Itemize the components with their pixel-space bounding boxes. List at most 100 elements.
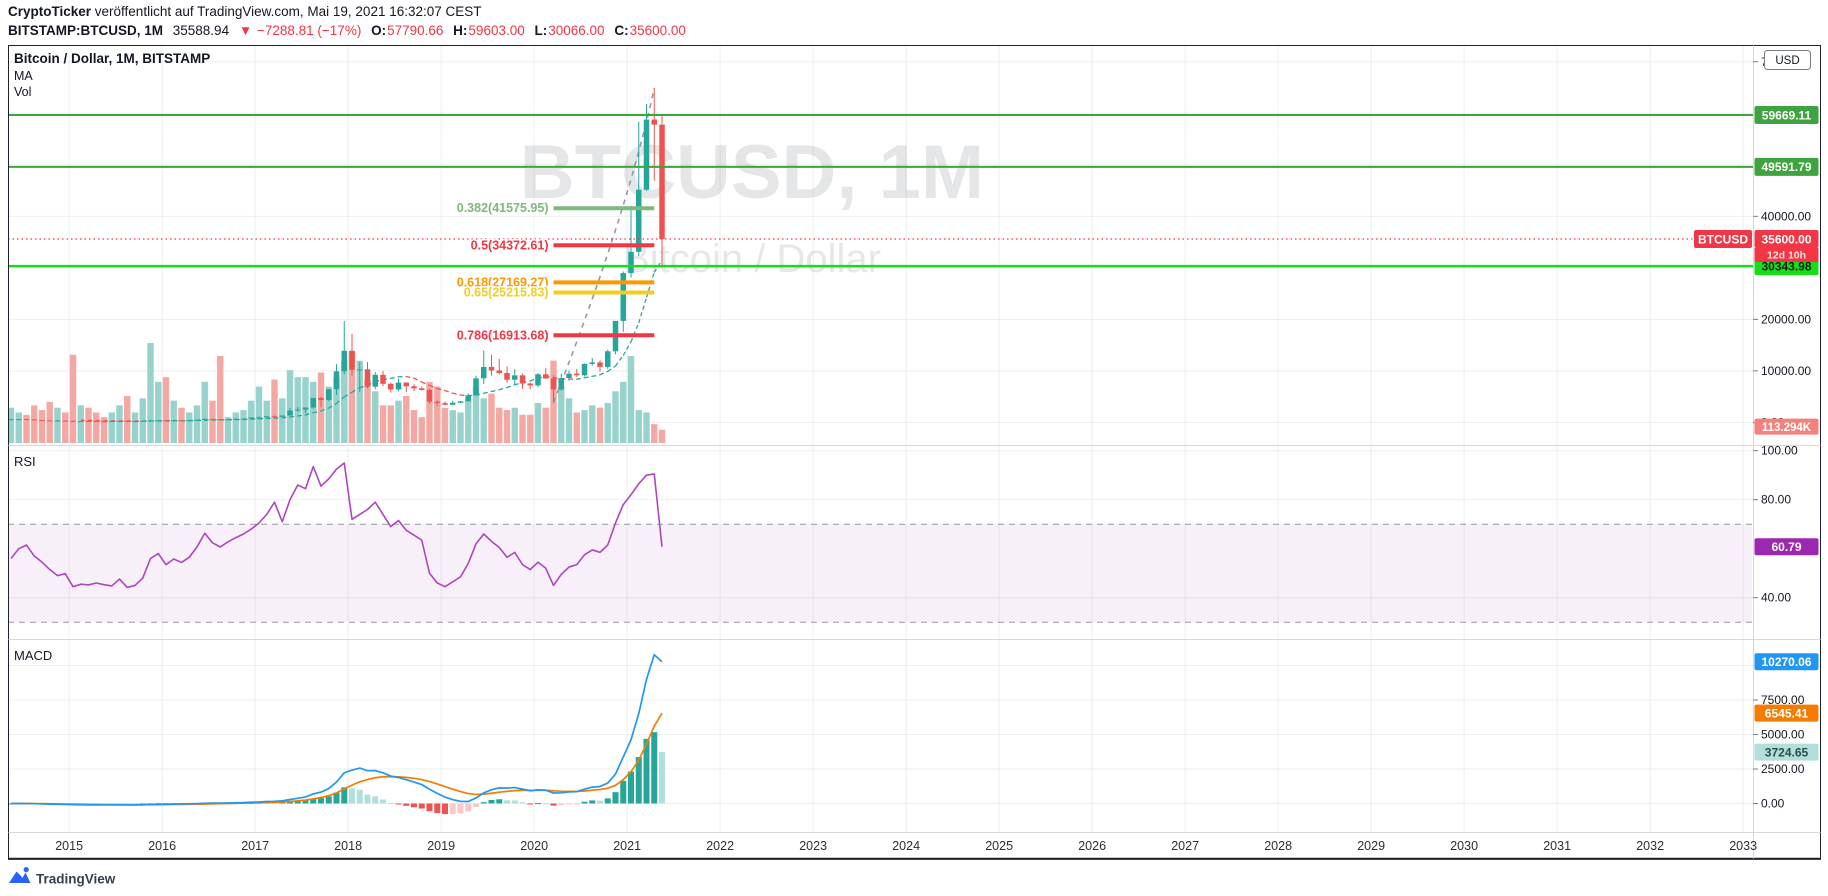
volume-bar [209,400,216,443]
price-axis[interactable] [1753,45,1820,832]
ma-line-segment [584,375,593,379]
ma-line-segment [553,376,562,380]
currency-chip-label: USD [1775,55,1799,67]
year-label: 2022 [706,839,734,853]
macd-histogram-bar [403,803,410,806]
currency-chip[interactable]: USD [1764,50,1811,70]
rsi-badge-bg [1754,538,1819,556]
year-label: 2033 [1729,839,1757,853]
volume-bar [193,405,201,443]
price-level-badge-bg [1754,105,1819,124]
candle-body [465,395,471,402]
ma-line-segment [483,390,492,394]
price-tick-label: 10000.00 [1761,364,1811,378]
year-label: 2031 [1543,839,1571,853]
year-label: 2016 [148,839,176,853]
bar-countdown: 12d 10h [1767,249,1806,261]
legend-ma[interactable]: MA [14,69,33,83]
logo-mountain2-icon [19,872,31,883]
volume-bar [604,403,611,443]
candle-body [240,418,247,420]
macd-histogram-bar [325,796,332,804]
year-label: 2017 [241,839,269,853]
volume-bar [527,414,534,443]
volume-bar [248,400,255,443]
candle-body [481,366,487,379]
volume-bar [23,414,30,443]
candle-body [310,397,316,408]
macd-pane-series [8,653,665,815]
candle-body [186,420,192,422]
rsi-line [10,462,663,589]
main-pane-series [9,87,1753,443]
volume-bar [372,391,379,443]
volume-bar [565,398,573,443]
macd-histogram-bar [356,789,363,804]
candle-body [341,350,347,372]
ma-line-segment [289,415,298,418]
rsi-chart-plot[interactable] [8,445,1753,639]
macd-chart-plot[interactable] [8,639,1753,832]
candle-body [558,377,564,390]
current-price-badge-bg [1754,229,1819,248]
candle-body [581,363,588,376]
candle-body [519,375,526,384]
tradingview-logo[interactable]: TradingView [9,867,116,887]
volume-bar [263,400,270,443]
macd-histogram-bar [457,803,464,814]
logo-dot-icon [23,867,29,873]
macd-histogram-bar [612,792,619,804]
candle-body [643,119,650,190]
watermark-symbol: BTCUSD, 1M [520,130,984,215]
legend-title[interactable]: Bitcoin / Dollar, 1M, BITSTAMP [14,51,210,66]
ma-line-segment [305,412,314,416]
volume-bar [627,355,635,443]
high-label: H: [453,23,468,38]
candle-body [589,362,595,364]
macd-histogram-bar [651,732,658,804]
macd-histogram-bar [418,803,425,809]
volume-bar [38,410,46,443]
volume-bar [658,429,666,443]
volume-bar [93,412,100,443]
macd-histogram-bar [496,799,503,804]
candle-body [333,371,340,390]
candle-body [496,370,502,373]
macd-histogram-bar [364,794,371,804]
year-label: 2025 [985,839,1013,853]
ma-line-segment [406,375,415,379]
legend-vol[interactable]: Vol [14,85,31,99]
volume-bar [124,395,131,443]
candle-body [132,421,138,423]
ma-line-segment [530,377,539,382]
macd-histogram-bar [279,802,286,804]
symbol-title: BITSTAMP:BTCUSD, 1M [8,23,163,38]
ma-line-segment [576,377,585,380]
macd-histogram-bar [411,803,417,808]
macd-histogram-bar [372,796,379,804]
candle-body [372,374,378,387]
volume-bar [643,412,650,443]
volume-bar [519,414,526,443]
fib-labels: 0.382(41575.95) 0.5(34372.61) 0.618(27169.… [455,200,550,344]
volume-bar [472,386,480,443]
rsi-pane-label[interactable]: RSI [14,454,36,469]
current-price-badge: 35600.00 [1761,232,1811,246]
candle-body [271,416,278,418]
ma-line-segment [413,377,423,383]
candle-body [527,383,533,386]
ma-line-segment [343,391,353,398]
time-axis[interactable] [8,832,1753,859]
macd-histogram-bar [558,803,565,806]
volume-bar [100,417,108,443]
candle-body [597,362,603,367]
volume-bar [434,386,441,443]
volume-bar [542,407,549,443]
volume-bar [589,405,596,443]
macd-pane-label[interactable]: MACD [14,648,52,663]
macd-histogram-bar [628,771,634,804]
candle-body [504,372,510,380]
macd-histogram-bar [426,803,433,812]
high-value: 59603.00 [468,23,525,38]
main-chart-plot[interactable] [8,45,1753,445]
